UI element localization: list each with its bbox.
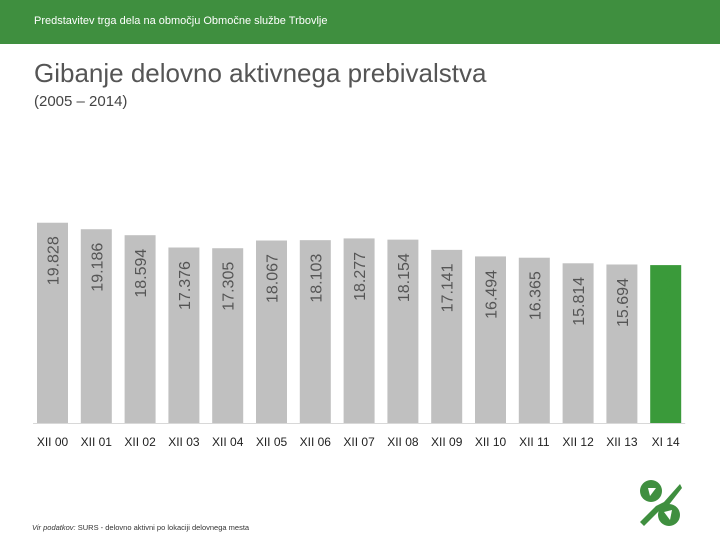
x-tick-label: XII 01: [81, 435, 113, 449]
x-tick-label: XII 11: [519, 435, 550, 449]
chart-bar: [37, 222, 68, 423]
chart-bar: [80, 229, 112, 423]
x-tick-label: XII 05: [256, 435, 288, 449]
x-tick-label: XII 07: [343, 435, 375, 449]
chart-bar: [431, 249, 463, 423]
chart-bar: [212, 248, 244, 423]
chart-bar: [650, 265, 682, 423]
x-tick-label: XII 13: [606, 435, 638, 449]
header-bar: Predstavitev trga dela na območju Območn…: [0, 0, 720, 44]
x-tick-label: XII 12: [562, 435, 594, 449]
x-tick-label: XII 10: [475, 435, 507, 449]
data-label: 18.067: [265, 254, 282, 303]
data-label: 17.305: [221, 262, 238, 311]
chart-bar: [299, 240, 331, 423]
data-label: 19.828: [46, 236, 63, 285]
data-label: 19.186: [89, 243, 106, 292]
chart-bar: [606, 264, 638, 423]
chart-bar: [475, 256, 506, 423]
data-label: 17.376: [177, 261, 194, 310]
zrsz-logo-icon: [640, 480, 682, 526]
source-text: SURS - delovno aktivni po lokaciji delov…: [77, 523, 250, 532]
chart-bar: [343, 238, 375, 423]
x-tick-label: XI 14: [652, 435, 680, 449]
x-tick-label: XII 08: [387, 435, 419, 449]
x-tick-label: XII 06: [300, 435, 332, 449]
source-note: Vir podatkov: SURS - delovno aktivni po …: [32, 523, 249, 532]
data-label: 16.365: [527, 271, 544, 320]
x-tick-label: XII 00: [37, 435, 69, 449]
data-label: 18.103: [308, 254, 325, 303]
data-label: 17.141: [440, 263, 457, 312]
data-label: 16.494: [484, 270, 501, 319]
x-tick-label: XII 04: [212, 435, 244, 449]
slide-title: Gibanje delovno aktivnega prebivalstva: [34, 58, 487, 88]
x-tick-label: XII 03: [168, 435, 200, 449]
data-label: 15.814: [571, 277, 588, 326]
source-label: Vir podatkov:: [32, 523, 76, 532]
data-label: 18.277: [352, 252, 369, 301]
header-text: Predstavitev trga dela na območju Območn…: [34, 15, 328, 27]
chart-bar: [168, 247, 200, 423]
chart-bar: [124, 235, 156, 423]
x-tick-label: XII 09: [431, 435, 463, 449]
chart-bar: [562, 263, 594, 423]
x-tick-label: XII 02: [124, 435, 156, 449]
chart-bar: [518, 257, 550, 423]
slide-subtitle: (2005 – 2014): [34, 93, 128, 110]
data-label: 18.594: [133, 249, 150, 298]
data-label: 18.154: [396, 253, 413, 302]
data-label: 15.694: [615, 278, 632, 327]
data-label: 15.633: [659, 279, 676, 328]
chart-bar: [256, 240, 287, 423]
chart-bar: [387, 239, 419, 423]
